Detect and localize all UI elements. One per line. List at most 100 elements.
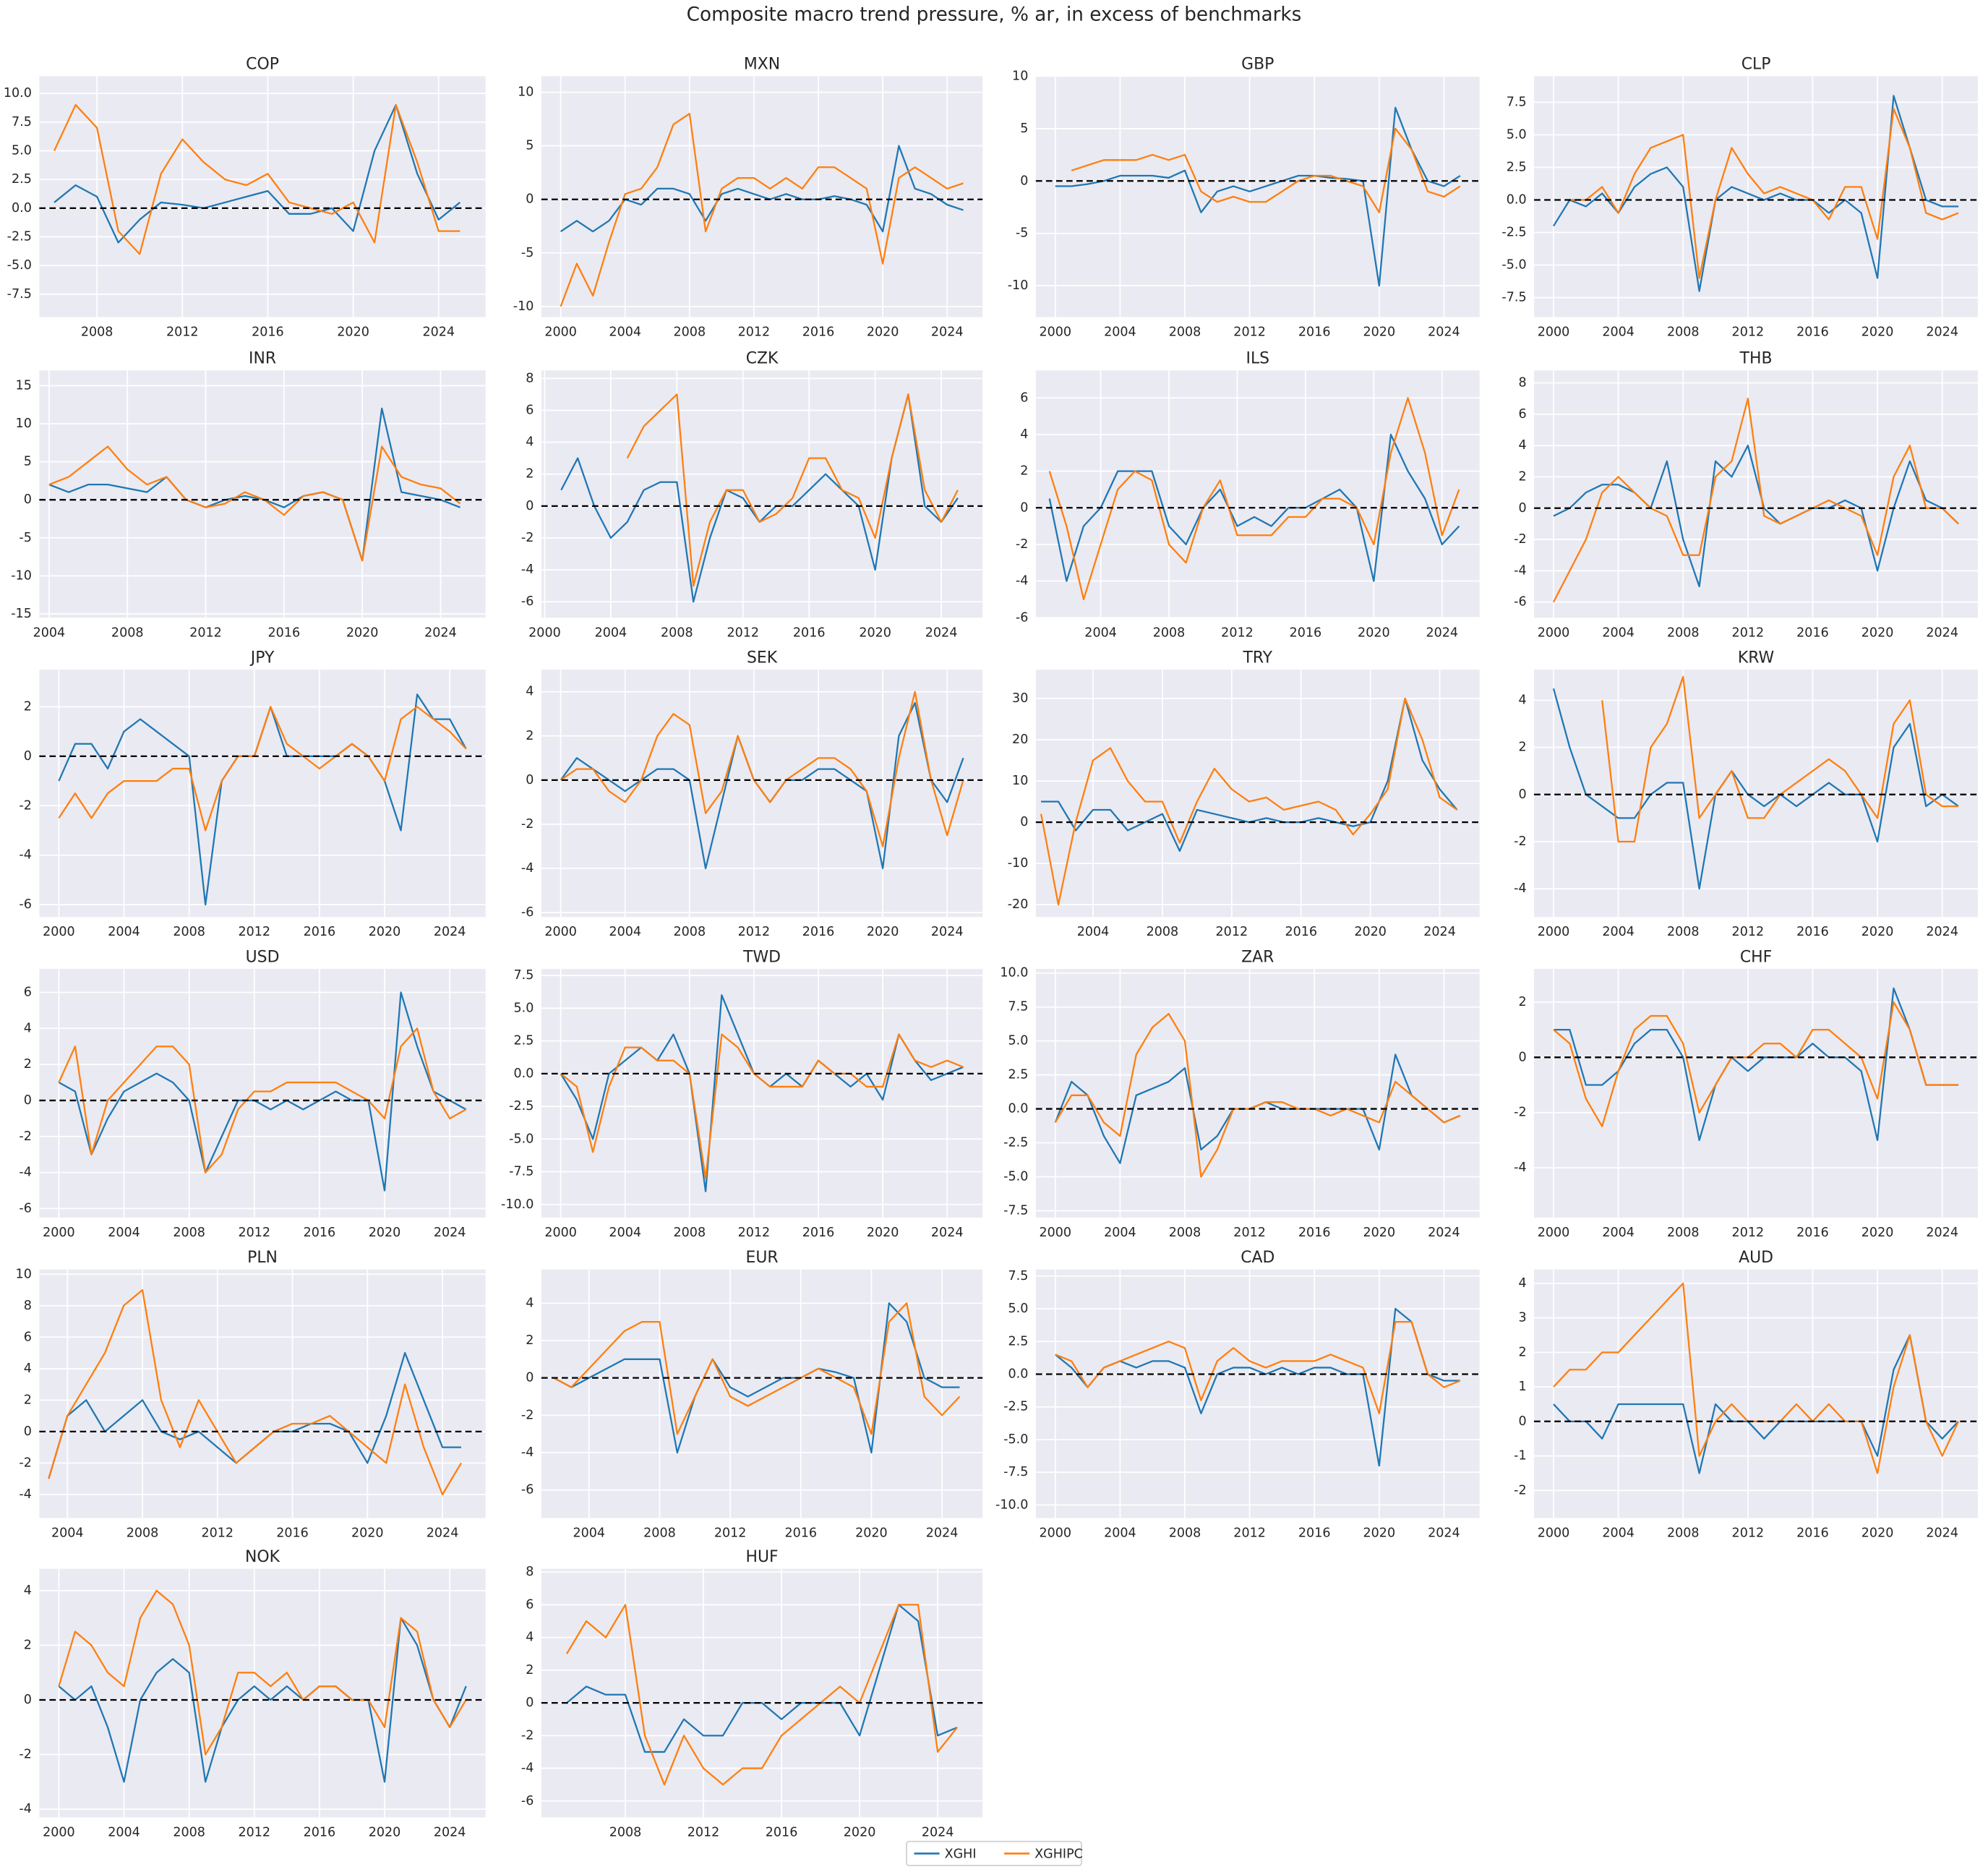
x-tick-label: 2008 (674, 325, 706, 340)
y-tick-label: 10 (16, 416, 32, 431)
x-tick-label: 2016 (793, 625, 826, 640)
panel-title: MXN (744, 56, 780, 74)
series-line (553, 1302, 961, 1435)
series-line (58, 1027, 467, 1174)
series-line (1055, 106, 1461, 287)
x-tick-label: 2012 (166, 325, 199, 340)
x-tick-label: 2024 (926, 1526, 959, 1541)
x-tick-label: 2000 (1039, 1226, 1071, 1240)
x-tick-label: 2020 (867, 1226, 899, 1240)
panel: AUD 2000 2004 2008 2012 2016 2020 2024 -2 -1 0 1 2 3 4 (1514, 1249, 1978, 1541)
y-tick-label: -15 (11, 607, 32, 621)
y-tick-label: 10 (1012, 774, 1028, 788)
x-tick-label: 2008 (1169, 1226, 1201, 1240)
x-tick-label: 2000 (43, 925, 75, 939)
x-tick-label: 2008 (173, 1226, 205, 1240)
y-tick-label: -6 (19, 897, 31, 912)
y-tick-label: -4 (1514, 1161, 1526, 1175)
y-tick-label: 0 (1518, 1414, 1526, 1429)
panel-title: EUR (745, 1249, 778, 1267)
y-tick-label: -6 (19, 1201, 31, 1215)
x-tick-label: 2004 (1602, 1226, 1634, 1240)
panel-title: COP (246, 56, 279, 74)
y-tick-label: -10 (1008, 856, 1029, 871)
x-tick-label: 2004 (1602, 625, 1634, 640)
x-tick-label: 2012 (201, 1526, 233, 1541)
y-tick-label: -2 (521, 1408, 534, 1422)
x-tick-label: 2008 (1667, 1226, 1700, 1240)
x-tick-label: 2000 (1039, 325, 1071, 340)
panel: THB 2000 2004 2008 2012 2016 2020 2024 -6 -4 -2 0 2 4… (1514, 350, 1978, 640)
y-tick-label: 0 (24, 1693, 32, 1707)
panel: COP 2008 2012 2016 2020 2024 -7.5 -5.0 -2.5 0.0 2.… (4, 56, 486, 340)
series-line (566, 1604, 958, 1786)
x-tick-label: 2024 (1428, 1226, 1460, 1240)
y-tick-label: 0 (1020, 174, 1028, 188)
y-tick-label: 0 (1518, 1050, 1526, 1064)
x-tick-label: 2012 (738, 925, 771, 939)
x-tick-label: 2024 (422, 325, 455, 340)
y-tick-label: 15 (16, 378, 32, 393)
x-tick-label: 2012 (1233, 1226, 1266, 1240)
panel: USD 2000 2004 2008 2012 2016 2020 2024 -6 -4 -2 0 2 4… (19, 948, 486, 1240)
y-tick-label: 20 (1012, 732, 1028, 747)
series-line (1048, 397, 1460, 601)
y-tick-label: -6 (521, 905, 534, 920)
y-tick-label: 4 (526, 435, 534, 450)
x-tick-label: 2004 (573, 1526, 606, 1541)
x-tick-label: 2012 (238, 1226, 270, 1240)
y-tick-label: 0.0 (1507, 193, 1527, 208)
plot-area (1035, 969, 1480, 1218)
x-tick-label: 2008 (173, 925, 205, 939)
x-tick-label: 2004 (1104, 325, 1136, 340)
x-tick-label: 2008 (609, 1825, 642, 1839)
y-tick-label: 4 (526, 685, 534, 699)
x-tick-label: 2008 (1169, 1526, 1201, 1541)
x-tick-label: 2008 (1667, 925, 1700, 939)
x-tick-label: 2000 (544, 1226, 577, 1240)
y-tick-label: -1 (1514, 1449, 1526, 1463)
x-tick-label: 2012 (727, 625, 759, 640)
y-tick-label: 7.5 (514, 968, 534, 983)
y-tick-label: 3 (1518, 1311, 1526, 1325)
y-tick-label: 8 (526, 1565, 534, 1579)
y-tick-label: 2 (1020, 464, 1028, 479)
plot-area (39, 969, 486, 1218)
y-tick-label: -4 (1514, 563, 1526, 578)
y-tick-label: -5 (521, 246, 534, 260)
x-tick-label: 2016 (304, 1226, 336, 1240)
x-tick-label: 2000 (1538, 1526, 1570, 1541)
series-line (53, 103, 460, 244)
panel: TRY 2004 2008 2012 2016 2020 2024 -20 -10 0 10 20 30 (1008, 649, 1480, 939)
x-tick-label: 2000 (1538, 325, 1570, 340)
x-tick-label: 2020 (369, 925, 401, 939)
x-tick-label: 2008 (1153, 625, 1186, 640)
y-tick-label: -6 (521, 1794, 534, 1808)
y-tick-label: 0 (24, 492, 32, 507)
x-tick-label: 2004 (1084, 625, 1117, 640)
series-line (1553, 398, 1959, 603)
series-line (1055, 1320, 1461, 1414)
panel-title: HUF (745, 1548, 778, 1566)
series-line (1553, 1001, 1959, 1127)
x-tick-label: 2004 (1602, 325, 1634, 340)
x-tick-label: 2008 (643, 1526, 676, 1541)
y-tick-label: -2.5 (7, 230, 32, 244)
y-tick-label: 2 (24, 1393, 32, 1407)
x-tick-label: 2016 (1796, 325, 1829, 340)
x-tick-label: 2000 (544, 925, 577, 939)
x-tick-label: 2000 (1538, 625, 1570, 640)
y-tick-label: 6 (526, 1597, 534, 1612)
panel: CZK 2000 2004 2008 2012 2016 2020 2024 -6 -4 -2 0 2 4… (521, 350, 983, 640)
x-tick-label: 2016 (1290, 625, 1322, 640)
x-tick-label: 2004 (609, 925, 641, 939)
x-tick-label: 2012 (1732, 625, 1765, 640)
y-tick-label: 5 (526, 139, 534, 153)
legend-label: XGHI (945, 1847, 977, 1861)
x-tick-label: 2024 (1428, 1526, 1460, 1541)
x-tick-label: 2012 (238, 1825, 270, 1839)
x-tick-label: 2020 (369, 1825, 401, 1839)
x-tick-label: 2016 (252, 325, 284, 340)
plot-area (541, 969, 983, 1218)
y-tick-label: 5 (24, 455, 32, 469)
